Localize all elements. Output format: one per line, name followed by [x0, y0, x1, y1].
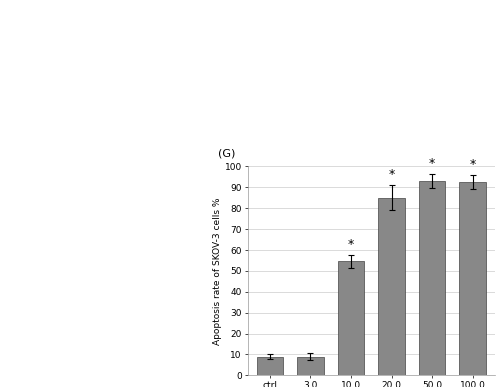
Bar: [460, 182, 486, 375]
Bar: [256, 356, 283, 375]
Text: *: *: [429, 157, 435, 170]
Bar: [378, 198, 404, 375]
Text: *: *: [470, 158, 476, 171]
Text: (G): (G): [218, 148, 235, 158]
Y-axis label: Apoptosis rate of SKOV-3 cells %: Apoptosis rate of SKOV-3 cells %: [213, 197, 222, 345]
Bar: [419, 181, 446, 375]
Bar: [338, 262, 364, 375]
Text: *: *: [348, 238, 354, 251]
Text: *: *: [388, 168, 394, 181]
Bar: [297, 356, 324, 375]
